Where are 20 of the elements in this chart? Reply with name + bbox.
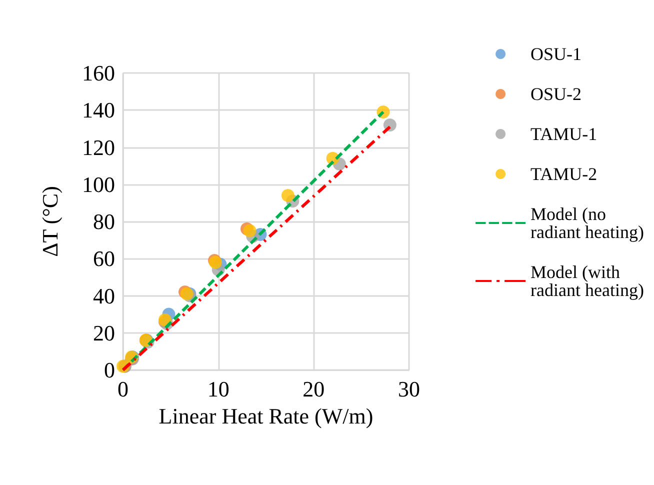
legend-label: TAMU-2 — [530, 164, 598, 184]
x-tick-label: 10 — [207, 376, 230, 402]
y-tick-label: 160 — [82, 60, 115, 86]
y-tick-label: 120 — [82, 134, 115, 160]
legend-label: Model (with radiant heating) — [530, 262, 644, 300]
y-axis-title: ΔT (°C) — [38, 186, 62, 257]
legend-label: Model (no radiant heating) — [530, 204, 644, 242]
y-tick-label: 0 — [104, 358, 115, 382]
legend-label: OSU-2 — [530, 84, 582, 104]
y-tick-label: 100 — [82, 172, 115, 197]
legend-label: OSU-1 — [530, 44, 582, 64]
y-tick-label: 140 — [82, 98, 115, 123]
y-tick-label: 60 — [93, 246, 115, 272]
legend-label: TAMU-1 — [530, 124, 598, 144]
y-tick-label: 20 — [93, 320, 115, 346]
y-tick-label: 40 — [93, 283, 115, 308]
y-tick-label: 80 — [93, 209, 115, 234]
x-tick-label: 20 — [302, 376, 325, 402]
x-axis-title: Linear Heat Rate (W/m) — [158, 403, 374, 428]
x-tick-label: 30 — [398, 376, 420, 402]
